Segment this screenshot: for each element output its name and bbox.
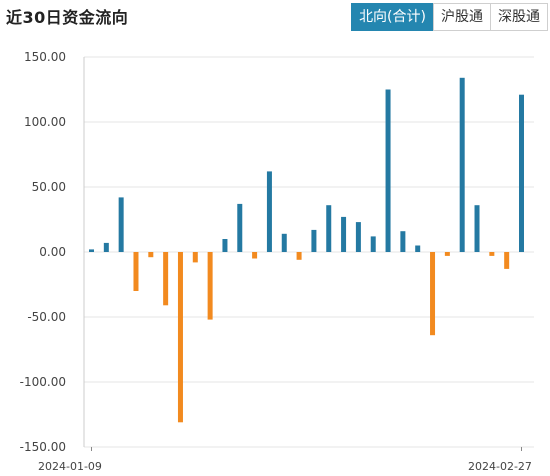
bar bbox=[400, 231, 406, 252]
bar bbox=[266, 171, 272, 252]
bar bbox=[355, 222, 361, 252]
bar bbox=[103, 242, 109, 252]
y-tick-label: 0.00 bbox=[39, 245, 66, 259]
bar bbox=[118, 197, 124, 252]
bar bbox=[237, 203, 243, 252]
bar bbox=[385, 89, 391, 252]
bar bbox=[89, 249, 94, 252]
bar bbox=[341, 216, 347, 252]
fund-flow-chart: 150.00 100.00 50.00 0.00 -50.00 -100.00 -150.0… bbox=[20, 50, 534, 473]
bar bbox=[444, 252, 450, 256]
bar bbox=[192, 252, 198, 263]
y-tick-label: -50.00 bbox=[27, 310, 66, 324]
bar bbox=[519, 94, 524, 252]
x-tick-label-end: 2024-02-27 bbox=[468, 460, 532, 473]
y-tick-label: 100.00 bbox=[24, 115, 66, 129]
bar bbox=[252, 252, 258, 259]
y-tick-label: -100.00 bbox=[20, 375, 66, 389]
bar bbox=[296, 252, 302, 260]
tab-shanghai-connect[interactable]: 沪股通 bbox=[433, 3, 491, 31]
bar bbox=[163, 252, 169, 306]
bar bbox=[430, 252, 436, 336]
bar bbox=[459, 77, 465, 252]
bar bbox=[281, 233, 287, 252]
tab-shenzhen-connect[interactable]: 深股通 bbox=[490, 3, 548, 31]
bar bbox=[177, 252, 183, 423]
tab-northbound-total[interactable]: 北向(合计) bbox=[351, 3, 434, 31]
bar bbox=[415, 245, 421, 252]
bar bbox=[133, 252, 139, 291]
y-tick-label: 150.00 bbox=[24, 50, 66, 64]
y-tick-label: 50.00 bbox=[32, 180, 66, 194]
bar bbox=[370, 236, 376, 252]
bar bbox=[504, 252, 510, 269]
tab-group: 北向(合计) 沪股通 深股通 bbox=[351, 3, 548, 31]
bar bbox=[222, 239, 228, 252]
bar bbox=[207, 252, 213, 320]
page-title: 近30日资金流向 bbox=[6, 8, 129, 27]
bar bbox=[148, 252, 154, 258]
bar bbox=[474, 205, 480, 252]
bar bbox=[311, 229, 317, 252]
y-tick-label: -150.00 bbox=[20, 440, 66, 454]
x-tick-label-start: 2024-01-09 bbox=[38, 460, 102, 473]
bar bbox=[489, 252, 495, 256]
bar bbox=[326, 205, 332, 252]
